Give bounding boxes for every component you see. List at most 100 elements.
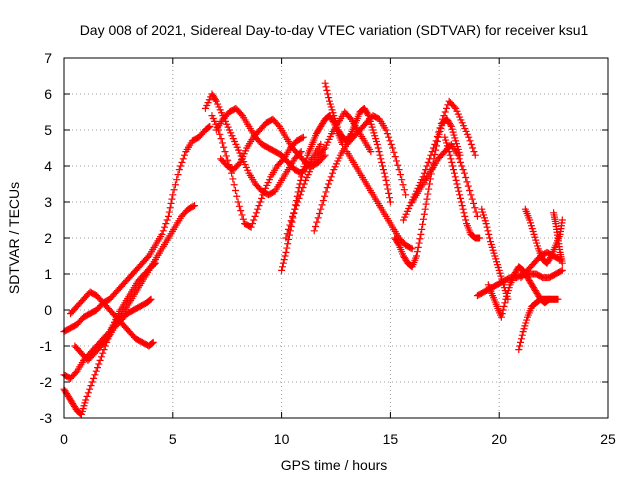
data-point	[325, 180, 333, 188]
series-arc14	[343, 148, 416, 253]
data-point	[402, 191, 410, 199]
tick-labels: 0 5 10 15 20 25 -3 -2 -1 0 1 2 3 4 5 6 7	[40, 50, 616, 447]
data-point	[454, 184, 462, 192]
series-arc21	[484, 263, 553, 321]
data-point	[451, 173, 459, 181]
y-tick-label: 2	[44, 230, 52, 246]
data-point	[468, 195, 476, 203]
data-point	[317, 205, 325, 213]
data-point	[286, 221, 294, 229]
data-point	[100, 346, 108, 354]
data-point	[254, 205, 262, 213]
data-point	[178, 158, 186, 166]
series-arc15	[391, 115, 464, 271]
series-arc16	[399, 97, 479, 224]
x-tick-label: 0	[60, 431, 68, 447]
data-point	[229, 175, 237, 183]
data-point	[443, 104, 451, 112]
data-point	[247, 223, 255, 231]
y-tick-label: 0	[44, 302, 52, 318]
data-point	[447, 155, 455, 163]
data-point	[436, 124, 444, 132]
data-point	[162, 220, 170, 228]
y-tick-label: 1	[44, 266, 52, 282]
data-point	[96, 356, 104, 364]
data-point	[426, 180, 434, 188]
data-point	[515, 346, 523, 354]
y-tick-label: -2	[40, 374, 53, 390]
data-point	[294, 198, 302, 206]
data-point	[295, 194, 303, 202]
data-point	[420, 210, 428, 218]
data-point	[222, 152, 230, 160]
data-point	[218, 139, 226, 147]
data-point	[326, 176, 334, 184]
data-point	[327, 173, 335, 181]
data-point	[446, 151, 454, 159]
data-point	[322, 188, 330, 196]
data-point	[483, 223, 491, 231]
chart-title: Day 008 of 2021, Sidereal Day-to-day VTE…	[80, 22, 589, 38]
data-point	[313, 218, 321, 226]
data-point	[384, 185, 392, 193]
data-point	[258, 194, 266, 202]
data-point	[558, 266, 566, 274]
series-arc4	[67, 288, 157, 350]
data-point	[86, 385, 94, 393]
data-point	[259, 191, 267, 199]
series-arc19	[473, 266, 566, 300]
y-tick-label: -3	[40, 410, 53, 426]
data-point	[458, 202, 466, 210]
data-point	[298, 169, 306, 177]
data-point	[469, 144, 477, 152]
data-point	[414, 243, 422, 251]
data-point	[464, 182, 472, 190]
data-point	[237, 207, 245, 215]
data-point	[299, 133, 307, 141]
data-point	[471, 151, 479, 159]
data-point	[252, 209, 260, 217]
data-point	[298, 173, 306, 181]
data-point	[235, 202, 243, 210]
x-tick-label: 5	[169, 431, 177, 447]
data-point	[83, 392, 91, 400]
data-point	[146, 296, 154, 304]
data-point	[417, 230, 425, 238]
ticks	[63, 57, 609, 419]
data-point	[296, 191, 304, 199]
data-point	[462, 174, 470, 182]
y-tick-label: 5	[44, 122, 52, 138]
data-point	[238, 211, 246, 219]
data-point	[425, 185, 433, 193]
data-point	[92, 367, 100, 375]
data-point	[230, 181, 238, 189]
data-point	[385, 189, 393, 197]
data-point	[449, 162, 457, 170]
series-arc10	[278, 112, 347, 274]
x-tick-label: 20	[491, 431, 507, 447]
data-point	[288, 212, 296, 220]
data-point	[274, 121, 282, 129]
data-point	[148, 339, 156, 347]
data-point	[281, 252, 289, 260]
data-point	[94, 364, 102, 372]
data-point	[321, 151, 329, 159]
series-arc13	[310, 112, 410, 235]
data-point	[416, 235, 424, 243]
data-point	[278, 266, 286, 274]
data-point	[423, 195, 431, 203]
y-axis-label: SDTVAR / TECUs	[6, 182, 22, 294]
data-point	[283, 230, 291, 238]
data-point	[292, 202, 300, 210]
data-point	[518, 331, 526, 339]
data-point	[426, 155, 434, 163]
data-point	[437, 120, 445, 128]
data-point	[321, 79, 329, 87]
data-point	[408, 245, 416, 253]
data-point	[95, 360, 103, 368]
data-point	[383, 181, 391, 189]
data-point	[459, 166, 467, 174]
data-point	[255, 202, 263, 210]
data-point	[485, 230, 493, 238]
series-arc17	[408, 140, 481, 220]
